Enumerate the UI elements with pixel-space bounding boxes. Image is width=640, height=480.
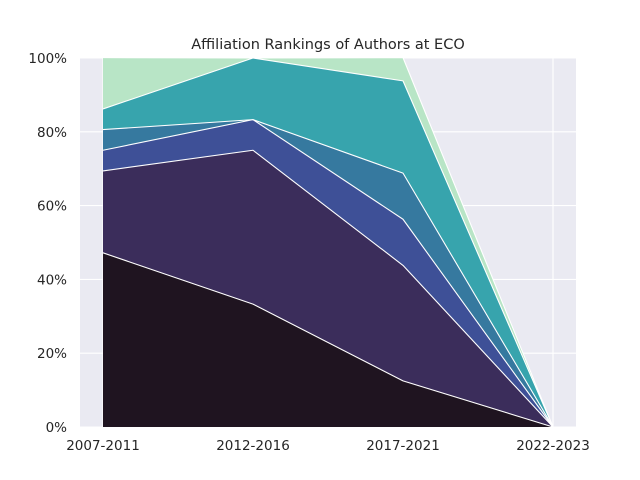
- area-series-5: [103, 58, 553, 427]
- area-series-5-top-edge: [102, 57, 554, 428]
- x-tick-label: 2012-2016: [216, 438, 290, 454]
- area-series-2: [103, 150, 553, 427]
- y-tick-label: 0%: [46, 420, 68, 436]
- y-tick-label: 100%: [28, 51, 67, 67]
- series-boundary-lines: [102, 57, 554, 428]
- area-series-6-top-edge: [102, 57, 554, 428]
- area-series-2-top-edge: [102, 149, 554, 428]
- y-axis-tick-labels: 0% 20% 40% 60% 80% 100%: [28, 51, 67, 436]
- y-tick-label: 60%: [37, 199, 67, 215]
- y-tick-label: 40%: [37, 272, 67, 288]
- x-tick-label: 2017-2021: [366, 438, 440, 454]
- area-series-4-top-edge: [102, 119, 554, 428]
- x-tick-label: 2007-2011: [66, 438, 140, 454]
- chart-title: Affiliation Rankings of Authors at ECO: [191, 37, 465, 53]
- area-series-3-top-edge: [102, 119, 554, 428]
- area-series-1: [103, 252, 553, 427]
- y-tick-label: 80%: [37, 125, 67, 141]
- y-tick-label: 20%: [37, 346, 67, 362]
- area-series-3: [103, 119, 553, 428]
- x-tick-label: 2022-2023: [516, 438, 590, 454]
- x-axis-tick-labels: 2007-2011 2012-2016 2017-2021 2022-2023: [66, 438, 590, 454]
- area-series-1-top-edge: [102, 252, 554, 428]
